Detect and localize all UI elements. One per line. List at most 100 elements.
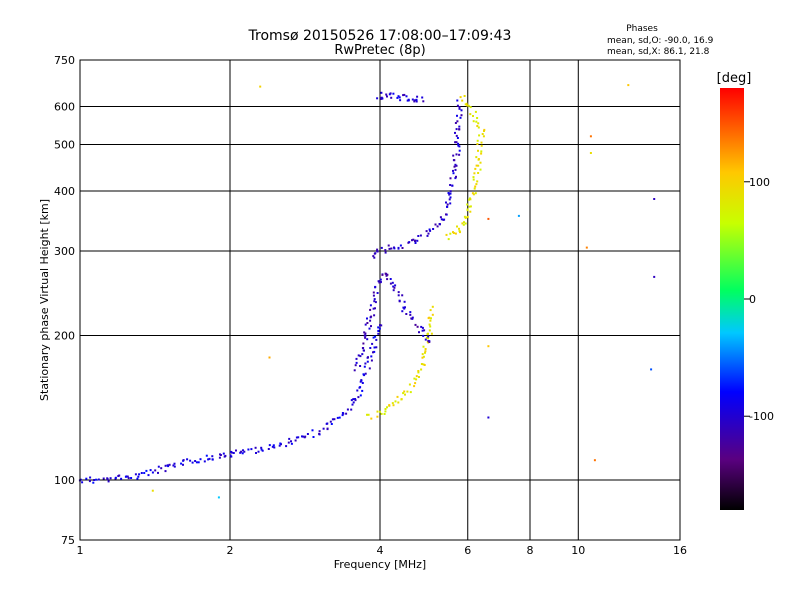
data-point-trace1-6-5 — [445, 213, 447, 216]
data-point-trace3-9-1 — [466, 104, 469, 107]
data-point-trace4-0-5 — [379, 410, 381, 413]
data-point-trace2-4-3 — [415, 98, 418, 101]
data-point-trace0-2-4 — [126, 475, 129, 478]
data-point-trace0-2-5 — [127, 477, 130, 480]
data-point-trace3-8-8 — [474, 110, 477, 113]
data-point-trace0-20-8 — [364, 362, 367, 365]
data-point-trace1-10-10 — [456, 99, 459, 102]
data-point-trace2-0-0 — [376, 97, 379, 100]
data-point-trace3-1-0 — [458, 229, 461, 232]
data-point-trace0-21-9 — [375, 346, 378, 349]
data-point-trace0-11-8 — [254, 446, 257, 449]
data-point-trace0-19-1 — [359, 394, 362, 397]
data-point-outlier-0 — [259, 85, 262, 88]
data-point-trace3-6-3 — [479, 161, 482, 164]
data-point-trace3-7-1 — [476, 143, 479, 145]
data-point-trace1-9-5 — [455, 141, 458, 144]
data-point-trace0-21-4 — [370, 355, 373, 358]
data-point-trace0-2-0 — [118, 474, 121, 477]
data-point-trace0-18-1 — [352, 401, 355, 404]
data-point-trace0-22-1 — [372, 336, 375, 339]
data-point-trace1-5-0 — [428, 228, 431, 231]
data-point-trace1-4-3 — [426, 234, 429, 237]
data-point-trace0-17-7 — [350, 408, 353, 411]
data-point-trace4-7-11 — [429, 309, 432, 312]
data-point-trace4-3-3 — [402, 392, 405, 395]
data-point-trace3-4-6 — [474, 185, 477, 188]
data-point-trace1-4-2 — [419, 234, 422, 237]
colorbar-label: [deg] — [717, 71, 752, 86]
data-point-trace0-7-3 — [199, 458, 202, 461]
data-point-trace0-10-1 — [230, 455, 233, 458]
data-point-trace1-3-4 — [414, 242, 417, 244]
data-point-trace5-7-2 — [409, 311, 412, 314]
legend-o-stats: mean, sd,O: -90.0, 16.9 — [607, 36, 714, 46]
data-point-outlier-4 — [589, 152, 592, 154]
data-point-trace0-17-6 — [346, 408, 349, 411]
data-point-trace4-2-0 — [388, 404, 391, 407]
data-point-trace4-6-0 — [422, 355, 425, 358]
data-point-trace3-4-4 — [472, 193, 475, 196]
data-point-trace0-22-0 — [375, 338, 378, 341]
data-point-trace0-16-7 — [333, 418, 336, 421]
data-point-trace3-5-8 — [479, 168, 482, 171]
data-point-trace4-7-2 — [430, 332, 433, 335]
data-point-trace1-7-8 — [449, 184, 452, 186]
data-point-trace4-0-2 — [370, 417, 373, 420]
data-point-trace0-17-0 — [336, 416, 339, 419]
data-point-trace3-8-3 — [475, 120, 478, 123]
data-point-trace1-9-12 — [458, 128, 461, 131]
data-point-trace0-11-2 — [241, 452, 244, 455]
data-point-trace3-4-3 — [471, 192, 474, 195]
data-point-trace3-1-1 — [459, 231, 461, 234]
data-point-trace4-1-4 — [384, 410, 387, 413]
data-point-trace1-7-1 — [449, 196, 452, 199]
data-point-trace0-0-4 — [89, 476, 92, 479]
data-point-trace5-8-3 — [420, 325, 423, 328]
data-point-trace4-6-3 — [424, 350, 427, 353]
data-point-trace0-12-3 — [267, 448, 270, 450]
data-point-trace4-7-1 — [427, 332, 429, 335]
data-point-trace5-1-8 — [368, 327, 371, 330]
data-point-trace1-0-3 — [374, 252, 377, 255]
data-point-trace4-1-3 — [386, 406, 388, 409]
data-point-trace5-1-9 — [364, 323, 367, 326]
data-point-trace0-5-5 — [173, 465, 176, 468]
plot-frame — [79, 59, 681, 541]
data-point-trace5-5-2 — [386, 273, 389, 276]
y-tick-label-750: 750 — [54, 54, 75, 67]
grid-lines — [80, 60, 680, 540]
data-point-trace0-17-5 — [345, 412, 348, 415]
data-point-trace0-18-5 — [352, 398, 355, 401]
data-point-trace3-0-4 — [454, 232, 457, 235]
data-point-trace3-2-3 — [466, 215, 469, 218]
data-point-trace0-22-3 — [374, 335, 377, 338]
x-axis-ticks: 1 2 4 6 8 10 16 — [77, 544, 688, 557]
data-point-trace3-2-5 — [463, 215, 466, 218]
data-point-trace1-5-1 — [432, 228, 435, 230]
data-point-trace1-7-6 — [449, 190, 452, 193]
colorbar-tick-label-100: 100 — [749, 176, 770, 189]
data-point-trace0-15-0 — [306, 433, 309, 435]
data-point-trace0-2-3 — [124, 475, 127, 478]
data-point-trace1-2-6 — [399, 244, 402, 247]
data-point-trace2-2-2 — [396, 96, 399, 99]
data-point-trace5-2-2 — [366, 317, 368, 320]
data-point-trace0-16-6 — [331, 418, 334, 421]
data-point-trace1-3-1 — [408, 241, 411, 244]
data-point-trace0-13-3 — [285, 445, 288, 448]
data-point-trace1-8-4 — [454, 168, 457, 171]
data-point-trace0-3-1 — [134, 473, 137, 476]
data-point-trace1-9-7 — [455, 134, 458, 137]
data-point-trace0-5-6 — [180, 462, 183, 465]
data-point-trace0-19-0 — [357, 396, 360, 399]
data-point-trace0-3-7 — [149, 469, 152, 472]
data-point-trace4-2-2 — [391, 402, 394, 405]
data-point-trace5-5-6 — [391, 281, 394, 284]
data-point-trace5-8-0 — [411, 317, 414, 320]
data-point-trace0-11-4 — [247, 448, 250, 451]
data-point-trace4-7-3 — [428, 329, 431, 332]
data-point-trace0-19-5 — [358, 386, 361, 389]
data-point-trace0-7-2 — [197, 461, 200, 464]
data-point-trace0-16-1 — [326, 427, 329, 430]
